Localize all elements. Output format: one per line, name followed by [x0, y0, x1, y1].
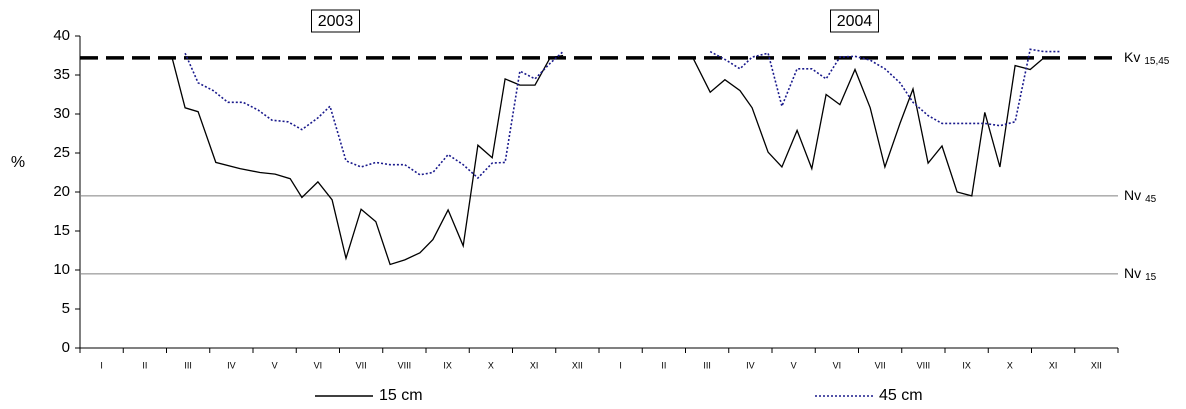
legend-label: 45 cm [879, 387, 923, 404]
x-tick-label: XII [572, 360, 583, 370]
x-tick-label: VI [833, 360, 842, 370]
annotation: 2004 [837, 13, 873, 30]
annotation: 2003 [318, 13, 354, 30]
x-tick-label: III [703, 360, 711, 370]
y-tick-label: 0 [62, 339, 70, 356]
y-tick-label: 35 [53, 66, 70, 83]
reference-label: Nv 45 [1124, 187, 1157, 205]
reference-sub: 15,45 [1144, 55, 1169, 66]
reference-sub: 15 [1145, 272, 1157, 283]
x-tick-label: I [619, 360, 622, 370]
data-line [171, 54, 1045, 266]
x-tick-label: XI [530, 360, 539, 370]
reference-name: Nv [1124, 187, 1141, 203]
x-tick-label: XI [1049, 360, 1058, 370]
reference-name: Nv [1124, 265, 1141, 281]
x-tick-label: II [661, 360, 666, 370]
x-tick-label: IV [227, 360, 236, 370]
x-tick-label: VII [875, 360, 886, 370]
x-tick-label: V [272, 360, 278, 370]
reference-label: Nv 15 [1124, 265, 1157, 283]
x-tick-label: X [488, 360, 494, 370]
x-tick-label: IX [962, 360, 971, 370]
y-tick-label: 10 [53, 261, 70, 278]
reference-label: Kv 15,45 [1124, 49, 1170, 67]
reference-sub: 45 [1145, 194, 1157, 205]
x-tick-label: IX [443, 360, 452, 370]
x-tick-label: XII [1091, 360, 1102, 370]
x-tick-label: VII [356, 360, 367, 370]
x-tick-label: I [100, 360, 103, 370]
y-axis-label: % [11, 154, 25, 171]
legend-label: 15 cm [379, 387, 423, 404]
x-tick-label: IV [746, 360, 755, 370]
y-tick-label: 30 [53, 105, 70, 122]
x-tick-label: VIII [398, 360, 412, 370]
annotation-box [830, 9, 879, 33]
data-line [184, 48, 1060, 180]
x-tick-label: VIII [917, 360, 931, 370]
x-tick-label: VI [314, 360, 323, 370]
x-tick-label: III [184, 360, 192, 370]
y-tick-label: 40 [53, 27, 70, 44]
x-tick-label: X [1007, 360, 1013, 370]
y-tick-label: 5 [62, 300, 70, 317]
annotation-box [311, 9, 360, 33]
x-tick-label: V [791, 360, 797, 370]
x-tick-label: II [142, 360, 147, 370]
reference-name: Kv [1124, 49, 1140, 65]
y-tick-label: 15 [53, 222, 70, 239]
y-tick-label: 20 [53, 183, 70, 200]
y-tick-label: 25 [53, 144, 70, 161]
